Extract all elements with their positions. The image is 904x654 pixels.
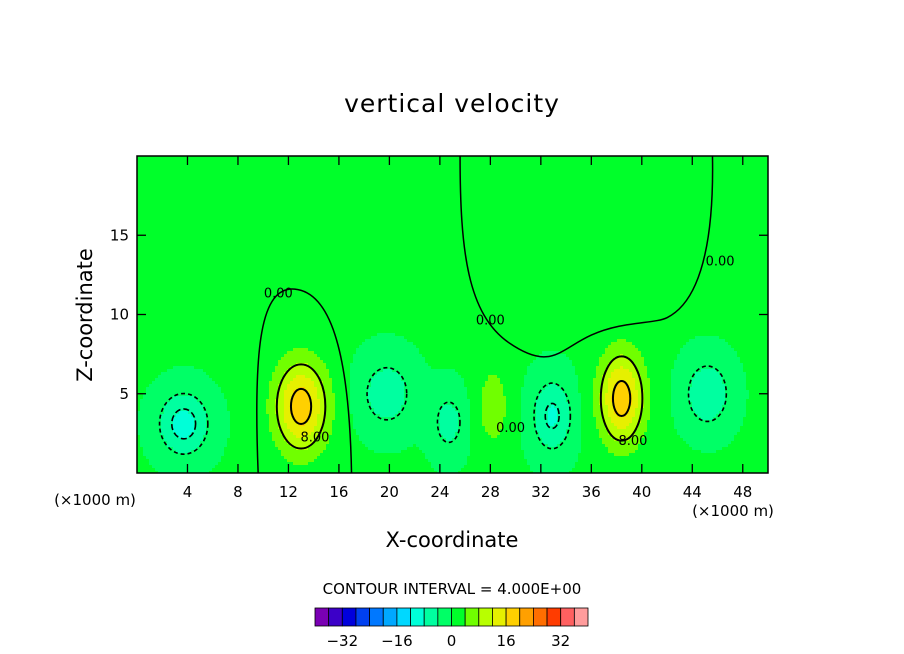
x-tick-label: 20 xyxy=(380,483,399,501)
downdraft-contour-3-0 xyxy=(158,392,209,456)
x-tick-label: 24 xyxy=(430,483,449,501)
x-tick-label: 16 xyxy=(329,483,348,501)
chart-title: vertical velocity xyxy=(344,89,560,118)
colorbar-swatch xyxy=(546,607,562,627)
contour-line-label: 0.00 xyxy=(496,421,525,436)
zero-contour xyxy=(255,156,714,473)
downdraft-contour-5-0 xyxy=(436,401,461,444)
contour-line-labels: 0.00 8.00 0.00 0.00 8.00 0.00 xyxy=(264,255,735,449)
x-tick-label: 12 xyxy=(279,483,298,501)
contour-fills xyxy=(137,156,768,473)
x-tick-label: 36 xyxy=(582,483,601,501)
colorbar-swatch xyxy=(437,607,452,627)
updraft-contour-0-0 xyxy=(275,363,327,450)
downdraft-contour-6-1 xyxy=(544,402,560,430)
updraft-contour-0-1 xyxy=(289,387,313,425)
colorbar-tick-label: 0 xyxy=(447,632,457,650)
y-axis-label: Z-coordinate xyxy=(73,248,97,382)
x-tick-label: 44 xyxy=(683,483,702,501)
colorbar-swatch xyxy=(423,607,439,627)
x-unit-left: (×1000 m) xyxy=(54,491,136,509)
x-tick-label: 48 xyxy=(733,483,752,501)
downdraft-contour-7-0 xyxy=(687,365,728,423)
colorbar-swatch xyxy=(519,607,534,627)
updraft-contour-1-0 xyxy=(599,355,644,442)
y-axis: 5 10 15 xyxy=(110,226,768,403)
x-tick-label: 28 xyxy=(481,483,500,501)
colorbar-swatch xyxy=(382,607,398,627)
y-tick-label: 15 xyxy=(110,226,129,244)
contour-interval-label: CONTOUR INTERVAL = 4.000E+00 xyxy=(323,580,582,598)
x-axis: 4 8 12 16 20 24 28 32 36 40 44 48 xyxy=(183,156,752,501)
colorbar-swatch xyxy=(478,607,493,627)
x-tick-label: 8 xyxy=(233,483,243,501)
colorbar-swatch xyxy=(464,607,480,627)
y-tick-label: 5 xyxy=(119,385,129,403)
updraft-contour-1-1 xyxy=(611,379,632,418)
contour-lines xyxy=(158,156,728,473)
x-tick-label: 32 xyxy=(531,483,550,501)
x-unit-right: (×1000 m) xyxy=(692,502,774,520)
downdraft-contour-4-0 xyxy=(366,366,408,421)
colorbar-swatch xyxy=(533,607,548,627)
colorbar-tick-label: −32 xyxy=(326,632,358,650)
colorbar-swatch xyxy=(369,607,384,627)
colorbar-swatch xyxy=(355,607,371,627)
colorbar-swatch xyxy=(505,607,521,627)
colorbar-swatch xyxy=(573,607,589,627)
plot-area xyxy=(137,156,768,473)
contour-line-label: 0.00 xyxy=(264,286,293,301)
contour-line-label: 0.00 xyxy=(476,313,505,328)
downdraft-contour-3-1 xyxy=(170,408,197,440)
colorbar-swatch xyxy=(492,607,507,627)
contour-line-label: 8.00 xyxy=(618,434,647,449)
colorbar-tick-label: 16 xyxy=(497,632,516,650)
colorbar-swatch xyxy=(560,607,575,627)
y-tick-label: 10 xyxy=(110,306,129,324)
colorbar-swatch xyxy=(451,607,466,627)
colorbar-swatch xyxy=(341,607,357,627)
x-axis-label: X-coordinate xyxy=(386,528,519,552)
contour-line-label: 8.00 xyxy=(300,431,329,446)
x-tick-label: 4 xyxy=(183,483,193,501)
contour-line-label: 0.00 xyxy=(706,255,735,270)
downdraft-contour-6-0 xyxy=(533,382,572,450)
x-tick-label: 40 xyxy=(632,483,651,501)
colorbar-swatch xyxy=(410,607,425,627)
colorbar-tick-label: 32 xyxy=(551,632,570,650)
colorbar-swatch xyxy=(314,607,330,627)
colorbar-tick-label: −16 xyxy=(381,632,413,650)
colorbar: −32 −16 0 16 32 xyxy=(314,607,589,650)
colorbar-swatch xyxy=(396,607,411,627)
colorbar-swatch xyxy=(328,607,343,627)
